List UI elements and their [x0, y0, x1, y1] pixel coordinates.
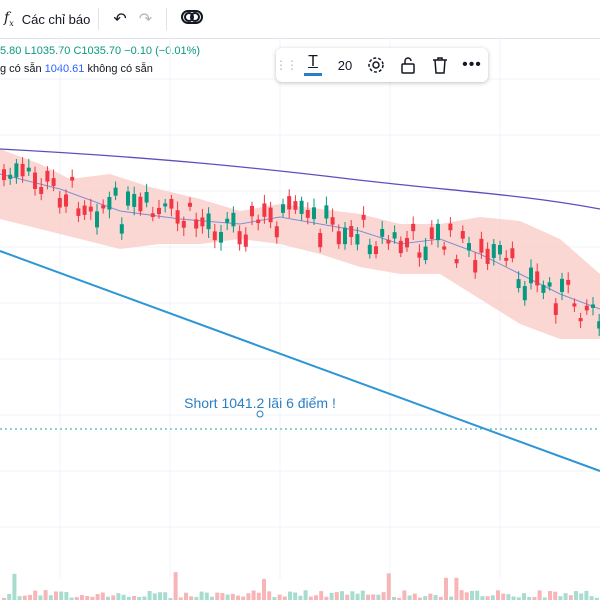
- annotation-text[interactable]: Short 1041.2 lãi 6 điểm !: [184, 395, 336, 411]
- indicator-legend-suffix: không có sẵn: [87, 63, 153, 75]
- toolbar-divider: [98, 8, 100, 30]
- text-icon: T: [308, 52, 318, 70]
- top-toolbar: fx Các chỉ báo ↶ ↷: [0, 0, 600, 39]
- lock-icon[interactable]: [392, 48, 424, 82]
- long-moving-average-line: [0, 148, 600, 210]
- drawing-toolbar: ⋮⋮ T 20 •••: [275, 48, 488, 82]
- indicator-legend-prefix: g có sẵn: [0, 63, 42, 75]
- redo-icon[interactable]: ↷: [138, 11, 153, 28]
- legend-low: L1035.70: [24, 45, 71, 57]
- volume-bars: [2, 572, 599, 600]
- compare-icon[interactable]: [175, 9, 209, 30]
- chart-grid: [0, 39, 600, 579]
- indicator-legend-value: 1040.61: [44, 63, 85, 75]
- legend-change: −0.10 (−0.01%): [124, 45, 201, 57]
- legend-open-fragment: 5.80: [0, 45, 22, 57]
- delete-icon[interactable]: [424, 48, 456, 82]
- indicators-label: Các chỉ báo: [21, 11, 91, 27]
- toolbar-divider: [166, 8, 168, 30]
- text-color-swatch: [304, 72, 322, 76]
- trend-line[interactable]: [0, 250, 600, 472]
- text-color-button[interactable]: T: [296, 48, 330, 82]
- more-icon[interactable]: •••: [462, 56, 482, 73]
- candlestick-series: [2, 157, 600, 337]
- undo-icon[interactable]: ↶: [113, 11, 127, 28]
- legend-close: C1035.70: [73, 45, 122, 57]
- font-size-button[interactable]: 20: [337, 57, 353, 73]
- function-icon: fx: [4, 10, 14, 28]
- settings-icon[interactable]: [360, 48, 392, 82]
- annotation-anchor[interactable]: [256, 410, 264, 418]
- indicator-legend: g có sẵn 1040.61 không có sẵn: [0, 63, 153, 75]
- drag-handle-icon[interactable]: ⋮⋮: [275, 58, 298, 72]
- mid-moving-average-line: [0, 173, 600, 310]
- ohlc-legend: 5.80 L1035.70 C1035.70 −0.10 (−0.01%): [0, 45, 200, 57]
- bollinger-band-fill: [0, 149, 600, 339]
- indicators-button[interactable]: fx Các chỉ báo: [0, 0, 90, 38]
- price-chart[interactable]: Short 1041.2 lãi 6 điểm !: [0, 39, 600, 600]
